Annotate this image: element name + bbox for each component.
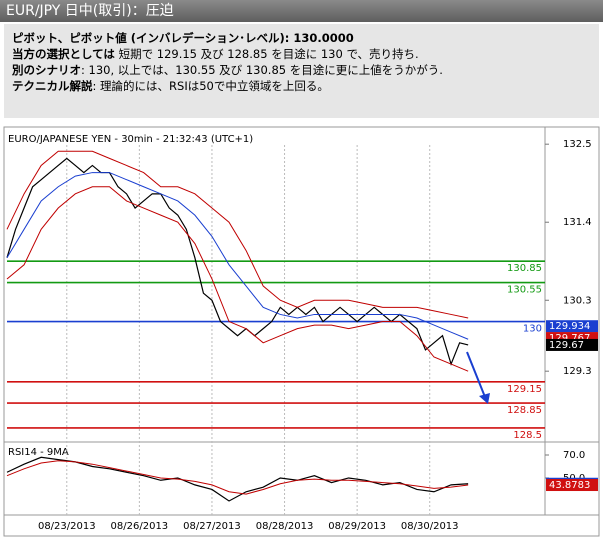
y-tick-label: 70.0 [563,450,585,461]
series-line [6,186,469,372]
level-label: 130.55 [507,285,542,296]
axis-marker-label: 43.8783 [549,480,590,491]
info-label: テクニカル解説 [12,79,93,93]
x-tick-label: 08/28/2013 [256,521,314,532]
info-line: テクニカル解説: 理論的には、RSIは50で中立領域を上回る。 [12,78,591,94]
level-label: 129.15 [507,384,542,395]
y-tick-label: 130.3 [563,295,592,306]
info-line: 別のシナリオ: 130, 以上では、130.55 及び 130.85 を目途に更… [12,62,591,78]
info-line: 当方の選択としては 短期で 129.15 及び 128.85 を目途に 130 … [12,46,591,62]
series-line [6,460,469,495]
chart-title: EURO/JAPANESE YEN - 30min - 21:32:43 (UT… [8,134,253,145]
axis-marker-label: 129.67 [549,340,584,351]
level-label: 130 [523,324,542,335]
x-tick-label: 08/23/2013 [38,521,96,532]
series-line [6,150,469,319]
y-tick-label: 132.5 [563,139,592,150]
info-line: ピボット、ピボット値 (インバレデーション･レベル): 130.0000 [12,30,591,46]
info-text: : 理論的には、RSIは50で中立領域を上回る。 [92,79,329,93]
level-label: 128.5 [513,430,542,441]
level-label: 130.85 [507,263,542,274]
info-text: : 130, 以上では、130.55 及び 130.85 を目途に更に上値をうか… [81,63,443,77]
axis-marker [546,479,598,492]
level-label: 128.85 [507,405,542,416]
rsi-title: RSI14 - 9MA [8,447,69,458]
axis-marker-label: 129.934 [549,321,590,332]
info-label: 当方の選択としては [12,47,115,61]
arrow-head [479,393,490,404]
header-title: EUR/JPY 日中(取引)：圧迫 [0,0,603,22]
x-tick-label: 08/30/2013 [401,521,459,532]
y-tick-label: 129.3 [563,366,592,377]
arrow-line [466,351,486,398]
info-box: ピボット、ピボット値 (インバレデーション･レベル): 130.0000 当方の… [4,24,599,118]
x-tick-label: 08/29/2013 [328,521,386,532]
x-tick-label: 08/27/2013 [183,521,241,532]
chart-frame [3,126,600,537]
info-text: 短期で 129.15 及び 128.85 を目途に 130 で、売り持ち. [114,47,419,61]
arrow [466,351,490,404]
info-label: 別のシナリオ [12,63,81,77]
axis-marker [546,320,598,333]
series-line [6,456,469,502]
axis-marker [546,338,598,351]
y-tick-label: 131.4 [563,217,592,228]
info-text: 130.0000 [289,31,354,45]
axis-marker-label: 129.767 [549,333,590,344]
info-label: ピボット、ピボット値 (インバレデーション･レベル): [12,31,290,45]
x-tick-label: 08/26/2013 [111,521,169,532]
series-line [6,172,469,340]
